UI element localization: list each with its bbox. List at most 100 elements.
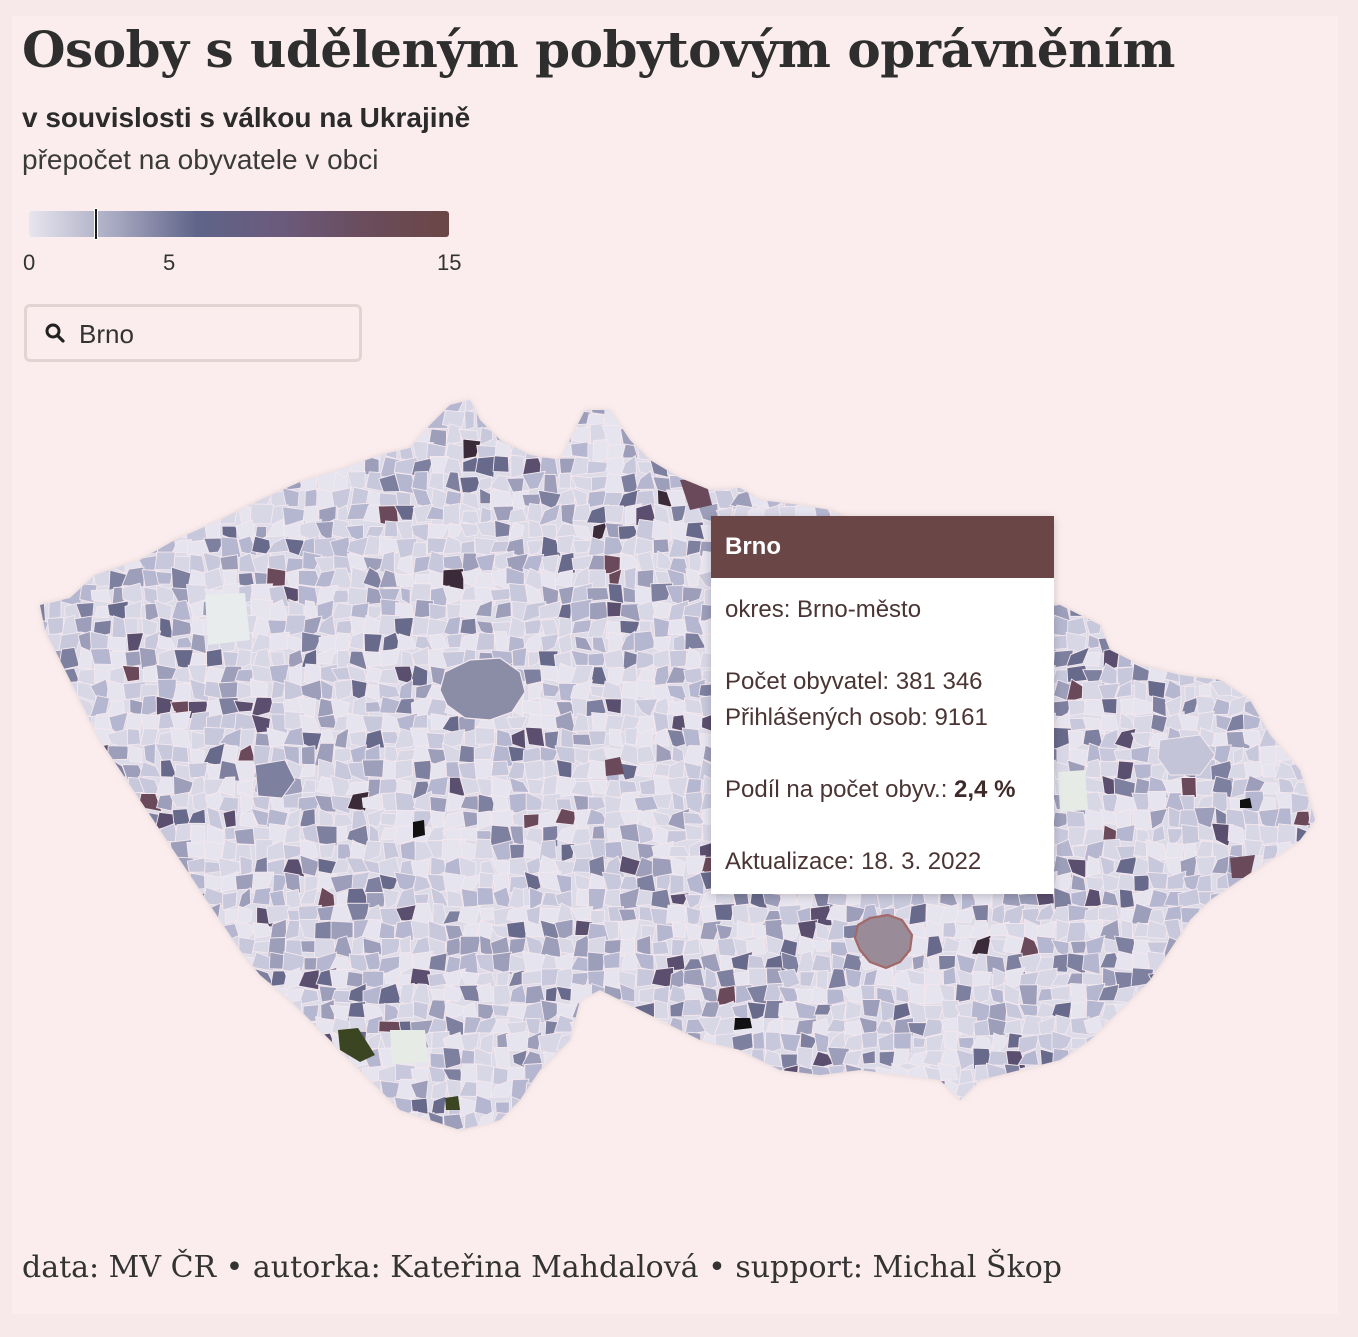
municipality-region[interactable] (305, 1131, 316, 1148)
municipality-region[interactable] (44, 1134, 59, 1149)
municipality-region[interactable] (1230, 983, 1244, 1006)
municipality-region[interactable] (42, 714, 63, 731)
municipality-region[interactable] (1291, 441, 1311, 463)
municipality-region[interactable] (1102, 424, 1120, 443)
municipality-region[interactable] (301, 731, 323, 752)
municipality-region[interactable] (347, 397, 365, 412)
municipality-region[interactable] (1065, 646, 1091, 667)
municipality-region[interactable] (1180, 777, 1197, 798)
municipality-region[interactable] (204, 427, 221, 447)
municipality-region[interactable] (1049, 477, 1072, 496)
municipality-region[interactable] (1065, 429, 1088, 448)
municipality-region[interactable] (139, 1084, 157, 1103)
municipality-region[interactable] (1162, 567, 1186, 592)
municipality-region[interactable] (1002, 407, 1026, 432)
municipality-region[interactable] (1260, 1126, 1282, 1148)
municipality-region[interactable] (985, 1094, 1008, 1119)
municipality-region[interactable] (958, 391, 975, 410)
municipality-region[interactable] (1194, 486, 1217, 511)
municipality-region[interactable] (1279, 937, 1299, 958)
municipality-region[interactable] (1083, 651, 1101, 667)
municipality-region[interactable] (1310, 711, 1325, 734)
municipality-region[interactable] (91, 1048, 114, 1067)
municipality-region[interactable] (937, 408, 962, 430)
municipality-region[interactable] (171, 987, 192, 1008)
municipality-region[interactable] (925, 1094, 943, 1115)
municipality-region[interactable] (1275, 412, 1297, 432)
municipality-region[interactable] (1307, 1063, 1329, 1083)
municipality-region[interactable] (507, 409, 529, 431)
municipality-region[interactable] (175, 438, 195, 460)
municipality-region[interactable] (313, 1095, 339, 1117)
municipality-region[interactable] (540, 633, 560, 654)
municipality-region[interactable] (61, 999, 77, 1021)
municipality-region[interactable] (28, 632, 50, 656)
municipality-region[interactable] (27, 695, 50, 719)
municipality-region[interactable] (603, 473, 625, 494)
municipality-region[interactable] (171, 889, 191, 910)
municipality-region[interactable] (378, 422, 401, 443)
municipality-region[interactable] (1259, 1098, 1282, 1118)
municipality-region[interactable] (270, 680, 286, 700)
municipality-region[interactable] (92, 956, 111, 974)
municipality-region[interactable] (90, 936, 113, 960)
municipality-region[interactable] (635, 1084, 659, 1103)
municipality-region[interactable] (1293, 973, 1308, 992)
municipality-region[interactable] (1246, 925, 1263, 940)
municipality-region[interactable] (156, 472, 177, 492)
municipality-region[interactable] (1001, 1078, 1026, 1096)
municipality-region[interactable] (330, 422, 353, 442)
municipality-region[interactable] (923, 1080, 946, 1099)
municipality-region[interactable] (365, 701, 383, 713)
municipality-region[interactable] (190, 968, 209, 990)
municipality-region[interactable] (1311, 694, 1326, 719)
municipality-region[interactable] (1260, 598, 1277, 624)
municipality-region[interactable] (1066, 553, 1090, 576)
municipality-region[interactable] (61, 471, 80, 495)
municipality-region[interactable] (61, 1133, 80, 1147)
municipality-region[interactable] (1068, 1132, 1085, 1150)
municipality-region[interactable] (765, 422, 781, 444)
municipality-region[interactable] (989, 423, 1007, 441)
municipality-region[interactable] (255, 422, 274, 448)
municipality-region[interactable] (127, 940, 146, 958)
municipality-region[interactable] (1275, 999, 1299, 1020)
municipality-region[interactable] (1113, 505, 1139, 527)
municipality-region[interactable] (394, 1111, 419, 1133)
municipality-region[interactable] (1308, 535, 1326, 559)
municipality-region[interactable] (1134, 616, 1154, 637)
municipality-region[interactable] (923, 1114, 944, 1133)
municipality-region[interactable] (586, 587, 610, 602)
municipality-region[interactable] (366, 408, 386, 429)
municipality-region[interactable] (121, 1095, 146, 1120)
municipality-region[interactable] (1162, 618, 1183, 634)
municipality-region[interactable] (203, 392, 227, 412)
municipality-region[interactable] (1262, 1004, 1280, 1024)
municipality-region[interactable] (1162, 506, 1186, 527)
municipality-region[interactable] (317, 1132, 336, 1149)
municipality-region[interactable] (1082, 1081, 1105, 1104)
municipality-region[interactable] (587, 951, 606, 973)
municipality-region[interactable] (700, 1099, 717, 1119)
municipality-region[interactable] (1161, 967, 1186, 991)
municipality-region[interactable] (108, 888, 131, 908)
municipality-region[interactable] (1242, 587, 1264, 605)
municipality-region[interactable] (1292, 918, 1314, 941)
municipality-region[interactable] (379, 648, 401, 667)
municipality-region[interactable] (155, 571, 173, 585)
municipality-region[interactable] (1114, 407, 1138, 432)
municipality-region[interactable] (944, 486, 959, 507)
municipality-region[interactable] (651, 518, 675, 542)
municipality-region[interactable] (1135, 1050, 1155, 1069)
municipality-region[interactable] (251, 998, 270, 1019)
municipality-region[interactable] (570, 441, 589, 459)
municipality-region[interactable] (399, 839, 417, 862)
municipality-region[interactable] (1008, 396, 1026, 415)
municipality-region[interactable] (1082, 443, 1103, 462)
municipality-region[interactable] (64, 824, 82, 846)
municipality-region[interactable] (251, 1050, 273, 1067)
municipality-region[interactable] (1241, 1082, 1264, 1103)
municipality-region[interactable] (1291, 685, 1314, 701)
municipality-region[interactable] (1005, 456, 1020, 476)
municipality-region[interactable] (1035, 445, 1055, 464)
